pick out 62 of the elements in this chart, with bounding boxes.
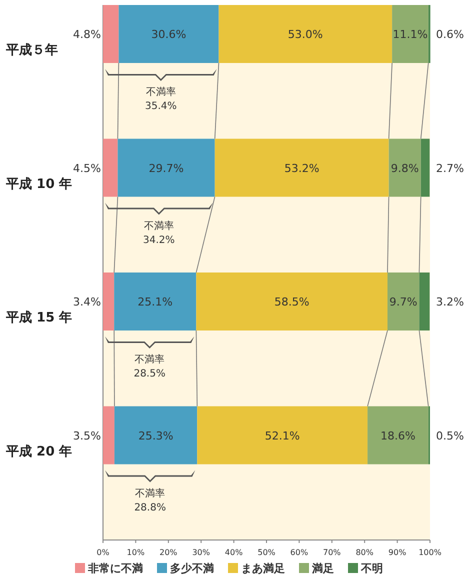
data-label: 3.5% <box>73 429 101 442</box>
data-label: 3.2% <box>436 296 464 308</box>
x-tick-label: 20% <box>160 548 178 557</box>
bar <box>103 138 118 197</box>
y-tick-label: 平成 15 年 <box>5 310 72 326</box>
x-tick-label: 100% <box>418 548 442 557</box>
x-tick-label: 0% <box>96 548 110 557</box>
bar <box>114 272 196 330</box>
data-label: 52.1% <box>264 429 300 442</box>
annotation: 不満率 28.8% <box>134 487 166 514</box>
x-tick-label: 70% <box>323 548 342 557</box>
legend-label: 満足 <box>311 562 334 575</box>
bar <box>392 5 428 63</box>
bar <box>118 5 219 63</box>
y-tick-label: 平成 20 年 <box>5 444 72 460</box>
data-label: 2.7% <box>436 162 464 175</box>
bar <box>214 138 389 197</box>
x-tick-label: 40% <box>224 548 244 557</box>
bar <box>103 406 114 464</box>
bar <box>419 272 430 330</box>
x-tick-label: 30% <box>192 548 210 557</box>
bar <box>118 138 215 197</box>
data-label: 58.5% <box>274 296 310 308</box>
bar <box>114 406 198 464</box>
legend-label: 不明 <box>360 562 383 575</box>
data-label: 3.4% <box>73 296 101 308</box>
x-tick-label: 50% <box>258 548 276 557</box>
data-label: 29.7% <box>148 162 184 175</box>
data-label: 30.6% <box>151 28 186 41</box>
bar <box>196 272 388 330</box>
bar <box>197 406 368 464</box>
y-tick-label: 平成 10 年 <box>5 176 72 192</box>
legend-label: 非常に不満 <box>87 562 143 575</box>
data-label: 4.5% <box>73 162 101 175</box>
bar <box>103 5 119 63</box>
data-label: 53.0% <box>288 28 323 41</box>
y-tick-label: 平成５年 <box>5 43 58 58</box>
legend-label: まあ満足 <box>241 562 285 575</box>
bar <box>218 5 392 63</box>
legend-label: 多少不満 <box>170 562 214 575</box>
data-label: 0.5% <box>436 429 464 442</box>
data-label: 25.3% <box>138 429 174 442</box>
bar <box>368 406 428 464</box>
data-label: 53.2% <box>284 162 320 175</box>
x-tick-label: 60% <box>290 548 308 557</box>
bar <box>388 138 421 197</box>
x-tick-label: 10% <box>126 548 145 557</box>
data-label: 4.8% <box>73 28 101 41</box>
annotation: 不満率 34.2% <box>143 220 175 246</box>
x-tick-label: 90% <box>388 548 407 557</box>
data-label: 25.1% <box>138 296 173 308</box>
bar <box>387 272 420 330</box>
annotation: 不満率 35.4% <box>144 86 177 112</box>
x-tick-label: 80% <box>356 548 374 557</box>
data-label: 9.7% <box>389 296 418 308</box>
data-label: 0.6% <box>436 28 464 41</box>
annotation: 不満率 28.5% <box>134 354 166 380</box>
bar <box>103 272 114 330</box>
bar <box>420 138 430 197</box>
data-label: 9.8% <box>390 162 419 175</box>
data-label: 18.6% <box>380 429 416 442</box>
data-label: 11.1% <box>392 28 428 41</box>
